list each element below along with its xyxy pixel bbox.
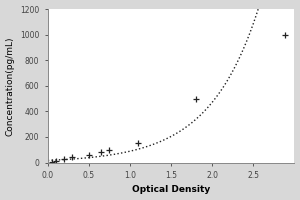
X-axis label: Optical Density: Optical Density [132, 185, 210, 194]
Y-axis label: Concentration(pg/mL): Concentration(pg/mL) [6, 36, 15, 136]
